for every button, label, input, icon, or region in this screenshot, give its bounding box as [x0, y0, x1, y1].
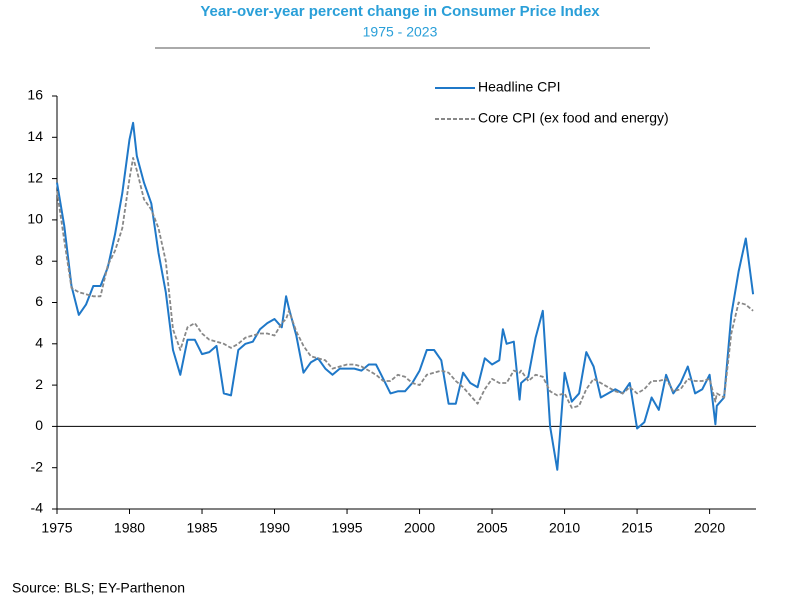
legend-label: Headline CPI	[478, 79, 561, 95]
x-tick-label: 1995	[331, 520, 362, 536]
series-line	[56, 121, 755, 471]
x-tick-label: 2020	[694, 520, 725, 536]
y-tick-label: 16	[27, 87, 43, 103]
x-tick-label: 2000	[404, 520, 435, 536]
x-tick-label: 1990	[259, 520, 290, 536]
y-tick-label: 4	[35, 335, 43, 351]
x-tick-label: 1980	[114, 520, 145, 536]
y-tick-label: 14	[27, 128, 43, 144]
y-tick-label: 8	[35, 252, 43, 268]
y-tick-label: -2	[31, 458, 44, 474]
x-tick-label: 1975	[41, 520, 72, 536]
y-tick-label: 0	[35, 417, 43, 433]
x-tick-label: 2010	[549, 520, 580, 536]
y-tick-label: 12	[27, 169, 43, 185]
y-tick-label: 6	[35, 293, 43, 309]
x-tick-label: 1985	[186, 520, 217, 536]
legend-label: Core CPI (ex food and energy)	[478, 110, 669, 126]
y-tick-label: 10	[27, 211, 43, 227]
x-tick-label: 2005	[476, 520, 507, 536]
y-tick-label: 2	[35, 376, 43, 392]
chart-title: Year-over-year percent change in Consume…	[200, 3, 600, 20]
x-tick-label: 2015	[622, 520, 653, 536]
series-line	[56, 157, 754, 409]
y-tick-label: -4	[31, 500, 44, 516]
source-note: Source: BLS; EY-Parthenon	[12, 580, 185, 596]
chart-subtitle: 1975 - 2023	[363, 24, 438, 40]
